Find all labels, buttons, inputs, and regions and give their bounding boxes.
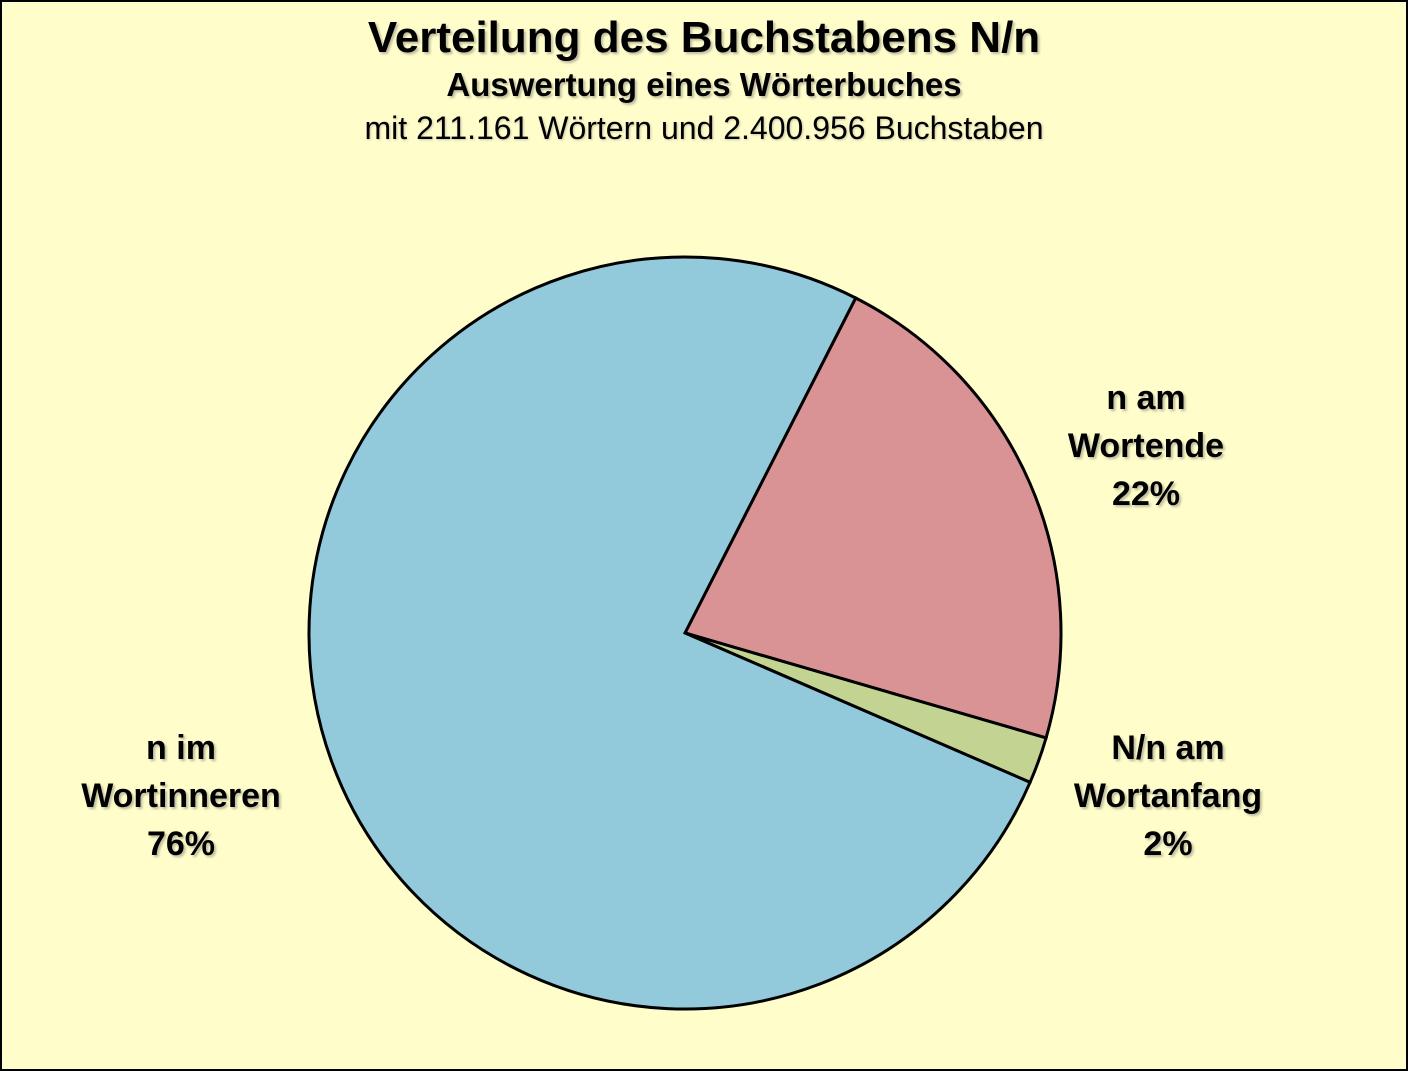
slice-percent: 22% xyxy=(1111,475,1181,513)
slice-percent: 2% xyxy=(1143,825,1193,863)
slice-percent: 76% xyxy=(146,825,216,863)
slice-label-n-am-wortanfang: N/n am Wortanfang 2% xyxy=(1018,724,1318,868)
pie-slice-n-am-wortende xyxy=(682,295,1063,740)
slice-label-line: Wortinneren xyxy=(81,777,281,815)
chart-note: mit 211.161 Wörtern und 2.400.956 Buchst… xyxy=(364,110,1044,146)
slice-label-line: n im xyxy=(146,729,216,767)
slice-label-line: Wortanfang xyxy=(1073,777,1263,815)
slice-label-line: Wortende xyxy=(1067,427,1225,465)
slice-label-n-am-wortende: n am Wortende 22% xyxy=(1016,374,1276,518)
pie-slice-n-im-wortinneren xyxy=(307,255,1033,1011)
chart-title: Verteilung des Buchstabens N/n xyxy=(367,13,1041,62)
title-block: Verteilung des Buchstabens N/n Auswertun… xyxy=(2,14,1406,149)
slice-label-n-im-wortinneren: n im Wortinneren 76% xyxy=(31,724,331,868)
slice-label-line: N/n am xyxy=(1111,729,1225,767)
chart-subtitle: Auswertung eines Wörterbuches xyxy=(446,66,962,103)
slice-label-line: n am xyxy=(1106,379,1186,417)
